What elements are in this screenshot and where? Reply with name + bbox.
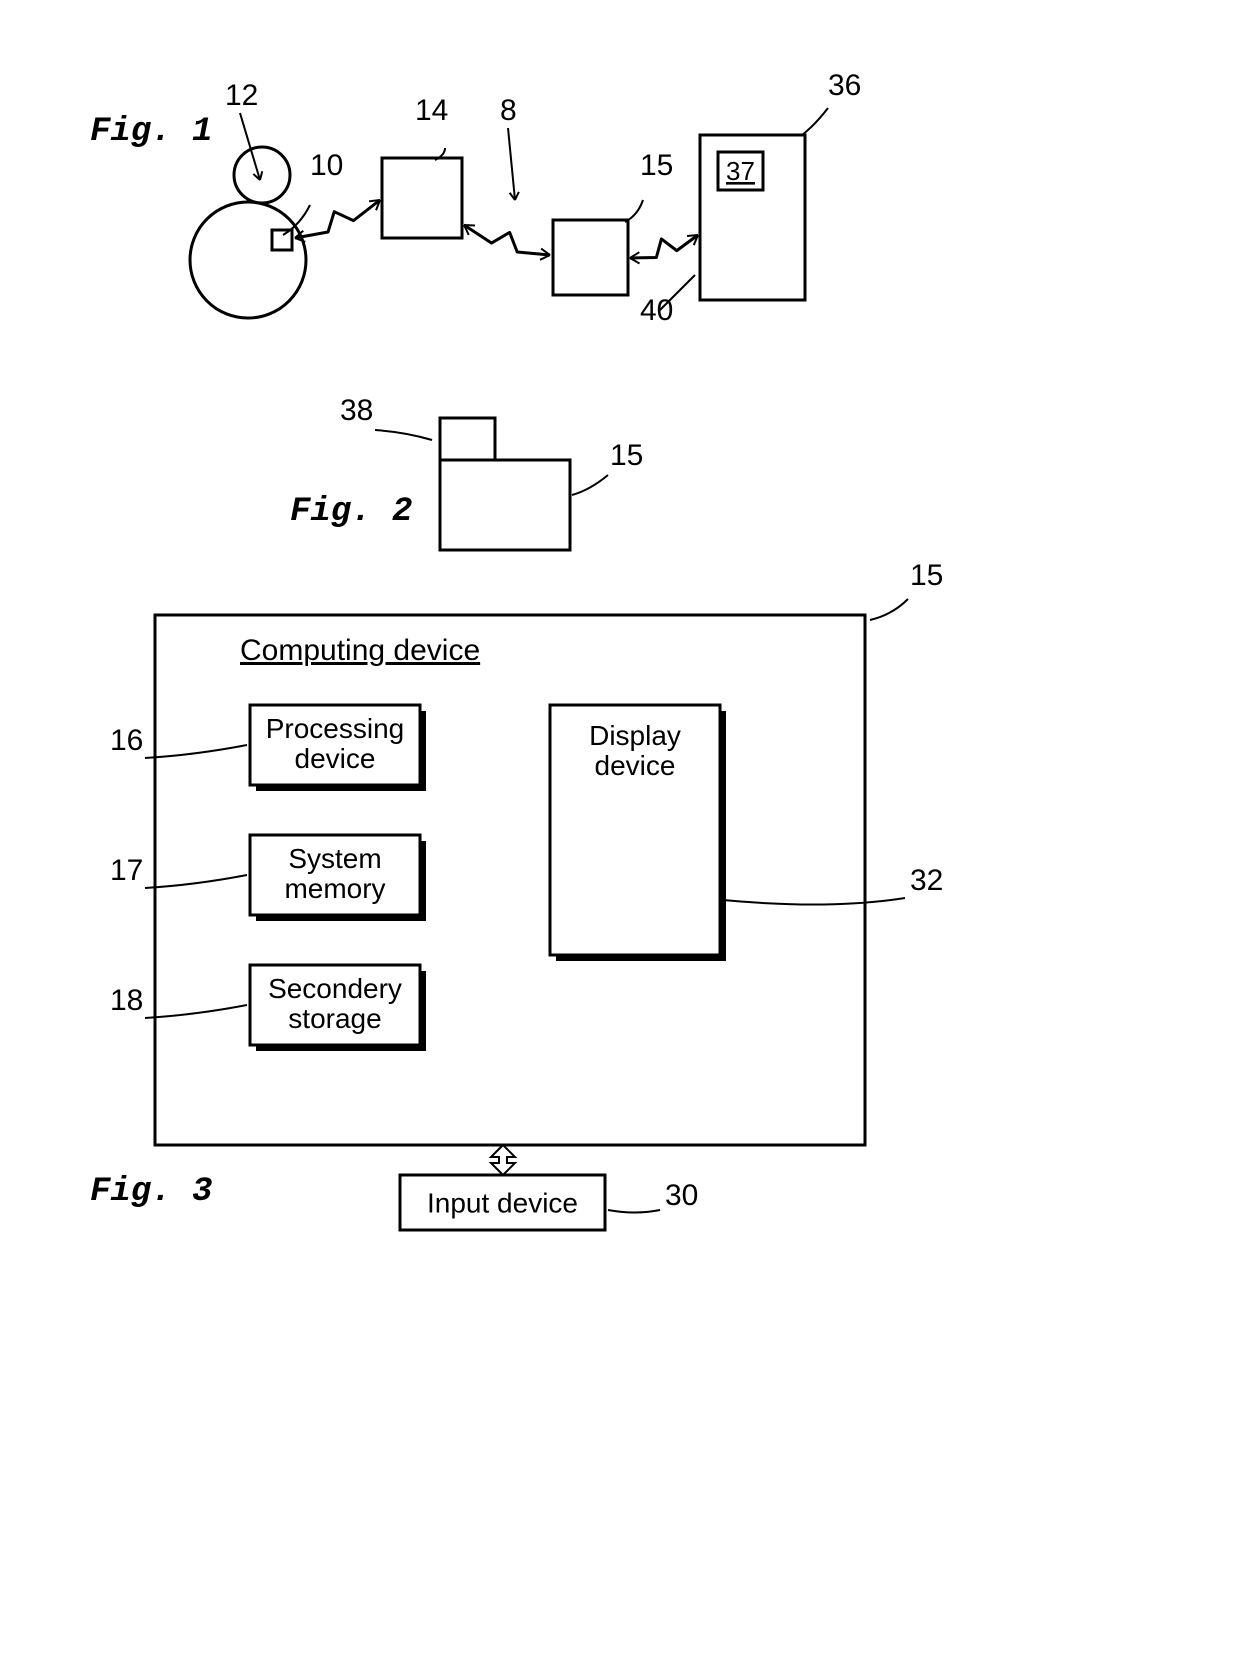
svg-text:32: 32 <box>910 864 943 897</box>
svg-text:device: device <box>295 743 376 774</box>
svg-text:Display: Display <box>589 720 681 751</box>
svg-text:device: device <box>595 750 676 781</box>
svg-text:Fig. 1: Fig. 1 <box>90 113 212 151</box>
svg-text:Fig. 3: Fig. 3 <box>90 1173 212 1211</box>
svg-text:40: 40 <box>640 294 673 327</box>
svg-text:36: 36 <box>828 69 861 102</box>
svg-text:12: 12 <box>225 79 258 112</box>
svg-text:37: 37 <box>726 156 755 186</box>
svg-text:Secondery: Secondery <box>268 973 402 1004</box>
svg-text:memory: memory <box>284 873 385 904</box>
svg-text:38: 38 <box>340 394 373 427</box>
svg-text:15: 15 <box>610 439 643 472</box>
svg-text:16: 16 <box>110 724 143 757</box>
svg-text:Processing: Processing <box>266 713 405 744</box>
svg-text:Fig. 2: Fig. 2 <box>290 493 412 531</box>
svg-text:17: 17 <box>110 854 143 887</box>
svg-text:Computing device: Computing device <box>240 634 480 667</box>
svg-text:15: 15 <box>640 149 673 182</box>
svg-text:Input device: Input device <box>427 1188 578 1219</box>
svg-text:15: 15 <box>910 559 943 592</box>
svg-text:14: 14 <box>415 94 448 127</box>
svg-text:30: 30 <box>665 1179 698 1212</box>
svg-text:storage: storage <box>288 1003 381 1034</box>
svg-text:8: 8 <box>500 94 517 127</box>
svg-text:10: 10 <box>310 149 343 182</box>
svg-text:System: System <box>288 843 381 874</box>
svg-text:18: 18 <box>110 984 143 1017</box>
